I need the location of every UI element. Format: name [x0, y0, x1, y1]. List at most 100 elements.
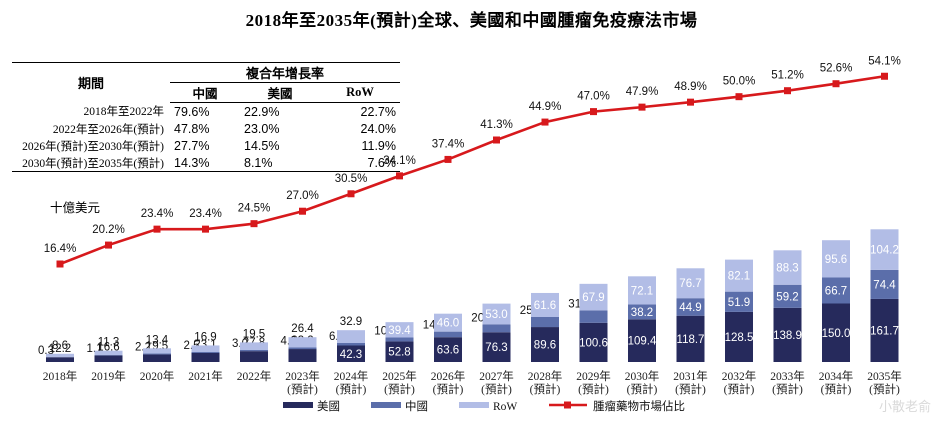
data-label: 82.1: [728, 271, 750, 283]
share-label: 34.1%: [383, 155, 416, 167]
watermark: 小散老俞: [878, 400, 931, 415]
bar-segment: [482, 324, 511, 333]
data-label: 76.7: [679, 278, 701, 290]
cagr-value: 8.1%: [240, 154, 320, 172]
bar-segment: [870, 229, 899, 270]
bar-segment: [143, 353, 171, 355]
x-tick-label: 2024年: [334, 369, 369, 383]
x-tick-note: (預計): [336, 382, 367, 396]
bar-segment: [773, 307, 802, 362]
bar-segment: [288, 349, 317, 362]
bar-segment: [482, 332, 511, 362]
share-point: [153, 225, 161, 233]
legend-swatch: [283, 402, 313, 408]
cagr-value: 23.0%: [244, 121, 280, 136]
data-label: 19.5: [243, 328, 265, 340]
cagr-value: 27.7%: [174, 138, 210, 153]
cagr-row: 2022年至2026年(預計) 47.8% 23.0% 24.0%: [12, 120, 400, 137]
bar-segment: [337, 343, 365, 346]
share-point: [638, 103, 646, 111]
cagr-value: 11.9%: [361, 138, 396, 153]
x-tick-label: 2031年: [673, 369, 708, 383]
legend-marker: [564, 401, 571, 409]
share-point: [687, 98, 694, 106]
data-label: 39.4: [388, 325, 411, 337]
chart-title: 2018年至2035年(預計)全球、美國和中國腫瘤免疫療法市場: [245, 11, 698, 30]
data-label: 42.3: [340, 349, 362, 361]
data-label: 89.6: [534, 340, 556, 352]
data-label: 59.2: [776, 291, 798, 303]
data-label: 72.1: [631, 285, 653, 297]
bar-segment: [191, 352, 220, 353]
cagr-value: 24.0%: [360, 121, 396, 136]
x-tick-label: 2033年: [770, 369, 805, 383]
bar-segment: [822, 303, 850, 362]
share-label: 47.9%: [626, 86, 659, 98]
data-label: 53.0: [485, 309, 507, 321]
share-point: [832, 80, 840, 88]
bar-segment: [46, 357, 74, 362]
data-label: 44.9: [679, 302, 701, 314]
bar-segment: [725, 311, 753, 362]
cagr-row: 2018年至2022年 79.6% 22.9% 22.7%: [12, 103, 400, 121]
bar-segment: [822, 277, 850, 304]
x-tick-label: 2032年: [722, 369, 757, 383]
data-label: 104.2: [870, 245, 899, 257]
bar-segment: [628, 276, 656, 305]
data-label: 38.2: [631, 307, 653, 319]
x-tick-label: 2021年: [188, 369, 223, 383]
x-tick-label: 2019年: [91, 369, 126, 383]
legend-label: 美國: [317, 399, 340, 413]
bar-segment: [531, 316, 559, 328]
bar-segment: [531, 292, 559, 317]
share-point: [299, 207, 306, 215]
cagr-value: 22.9%: [244, 104, 280, 119]
bar-segment: [434, 331, 462, 338]
bar-segment: [725, 259, 753, 292]
data-label: 95.6: [825, 254, 847, 266]
data-label: 26.4: [291, 323, 314, 335]
bar-segment: [773, 250, 802, 285]
bar-segment: [94, 350, 123, 356]
share-point: [590, 108, 597, 116]
share-label: 37.4%: [432, 138, 465, 150]
share-point: [493, 136, 500, 144]
share-label: 51.2%: [771, 70, 804, 82]
share-point: [444, 155, 452, 163]
col-header-us: 美國: [240, 82, 320, 103]
x-tick-label: 2023年: [285, 369, 320, 383]
data-label: 32.9: [340, 316, 362, 328]
x-tick-label: 2030年: [625, 369, 660, 383]
legend-swatch: [459, 402, 489, 408]
cagr-value: 22.7%: [360, 104, 396, 119]
share-point: [56, 260, 64, 268]
bar-segment: [94, 355, 123, 362]
bar-segment: [579, 322, 608, 362]
x-tick-note: (預計): [384, 382, 415, 396]
bar-segment: [870, 298, 899, 362]
x-tick-label: 2035年: [867, 369, 902, 383]
x-tick-note: (預計): [627, 382, 658, 396]
cagr-value: 14.5%: [244, 138, 280, 153]
data-label: 66.7: [825, 285, 847, 297]
share-label: 24.5%: [238, 203, 271, 215]
share-label: 23.4%: [189, 208, 222, 220]
x-tick-label: 2025年: [382, 369, 417, 383]
bar-segment: [191, 352, 220, 362]
bar-segment: [579, 310, 608, 323]
x-tick-label: 2022年: [237, 369, 272, 383]
bar-segment: [676, 315, 705, 362]
bar-segment: [822, 240, 850, 278]
legend-label: 中國: [405, 400, 428, 413]
cagr-header: 複合年增長率: [170, 62, 400, 83]
share-label: 47.0%: [577, 91, 610, 103]
data-label: 51.9: [728, 297, 750, 309]
share-label: 48.9%: [674, 81, 707, 93]
share-point: [784, 87, 791, 95]
col-header-china: 中國: [170, 82, 240, 103]
bar-segment: [240, 349, 268, 352]
x-tick-label: 2026年: [431, 369, 466, 383]
legend-swatch: [371, 402, 401, 408]
data-label: 8.6: [52, 340, 68, 352]
